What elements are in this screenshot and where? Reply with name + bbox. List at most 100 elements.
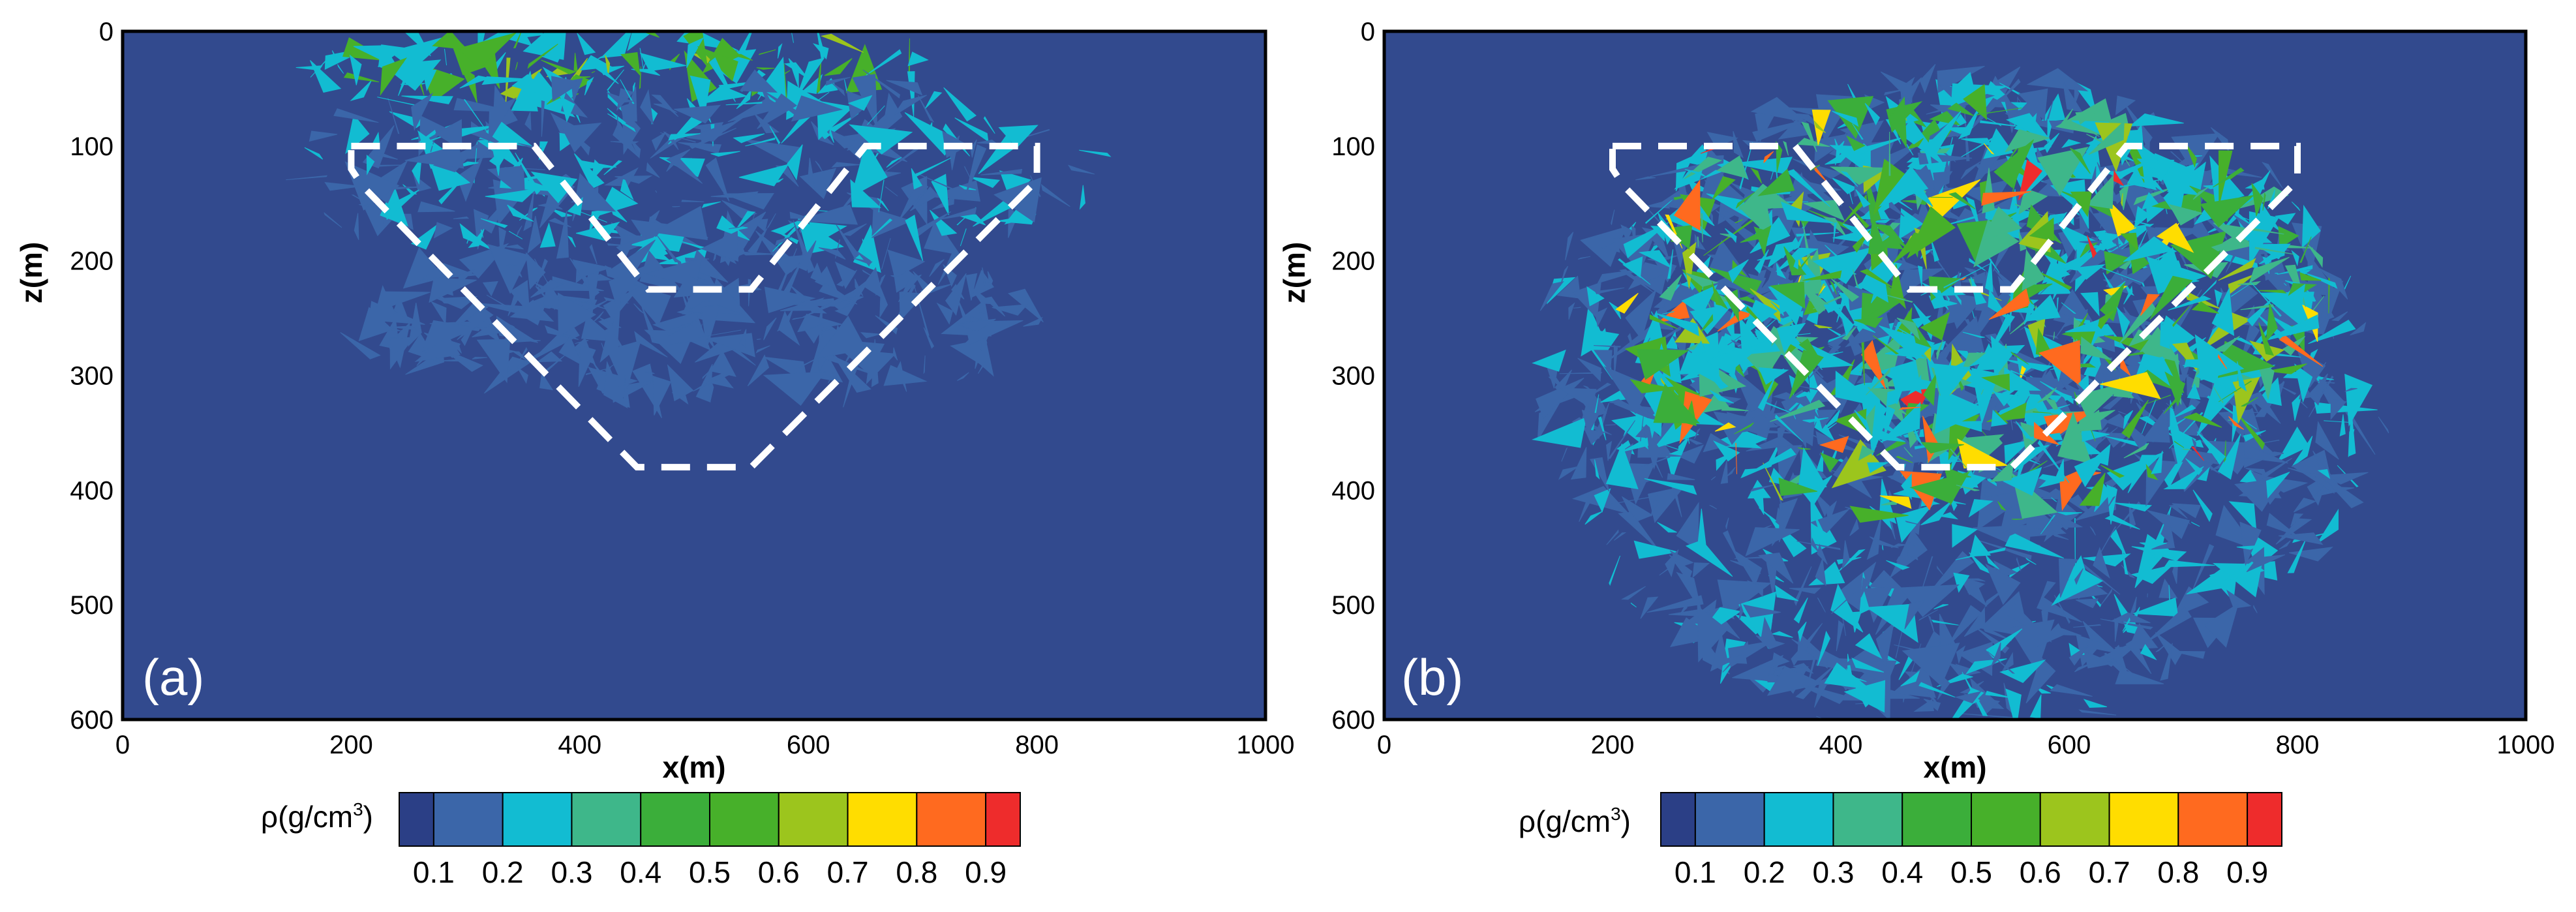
density-cell xyxy=(1561,447,1568,462)
true-model-outline xyxy=(348,142,1040,471)
density-cell xyxy=(1609,399,1631,406)
density-cell xyxy=(1532,349,1566,372)
colorbar-tick-label: 0.6 xyxy=(2020,855,2061,889)
colorbar-swatch xyxy=(1902,792,1972,847)
density-cell xyxy=(1725,228,1737,243)
density-cell xyxy=(655,190,658,193)
density-cell xyxy=(1980,721,2006,731)
panel-a: 0 200 400 600 800 1000 0 100 200 300 400 500 600 x(… xyxy=(14,18,1294,889)
density-cell xyxy=(2344,388,2357,392)
density-cell xyxy=(2290,513,2304,527)
density-cell xyxy=(2244,446,2288,464)
density-cell xyxy=(2053,459,2065,483)
density-cell xyxy=(337,64,344,74)
density-cell xyxy=(2155,643,2167,652)
density-cell xyxy=(1796,232,1839,237)
density-cell xyxy=(1692,562,1710,579)
density-cell xyxy=(1573,307,1581,309)
density-cell xyxy=(1710,476,1716,481)
density-cell xyxy=(1853,318,1876,333)
density-cell xyxy=(2100,372,2161,400)
colorbar-label-superscript: 3 xyxy=(1611,804,1621,824)
density-cell xyxy=(2141,192,2159,211)
density-cell xyxy=(1913,425,1923,446)
y-tick-label: 400 xyxy=(70,476,114,505)
density-cell xyxy=(2078,709,2117,716)
colorbar: ρ(g/cm3) 0.1 0.2 0.3 0.4 0.5 0.6 0.7 0.8 0.9 xyxy=(261,792,1021,889)
density-cell xyxy=(1801,121,1817,152)
density-cell xyxy=(1776,263,1787,279)
density-cell xyxy=(1847,188,1853,205)
density-cell xyxy=(1941,271,1966,326)
colorbar-swatch xyxy=(1694,792,1765,847)
density-cell xyxy=(2293,497,2317,513)
density-cell xyxy=(1956,485,1980,491)
density-cell xyxy=(372,152,398,160)
density-cell xyxy=(2155,632,2183,665)
density-cell xyxy=(1999,659,2046,683)
colorbar-label-close: ) xyxy=(363,800,373,834)
density-cell xyxy=(2107,199,2136,237)
density-cell xyxy=(2249,256,2290,284)
density-cell xyxy=(886,80,923,96)
density-cell xyxy=(2156,222,2194,253)
density-cell xyxy=(1841,194,1868,225)
density-cell xyxy=(1691,340,1706,358)
density-cell xyxy=(2292,436,2313,467)
density-cell xyxy=(862,269,875,279)
density-cell xyxy=(1952,524,1978,548)
density-cell xyxy=(1852,123,1864,140)
density-cell xyxy=(1835,371,1882,408)
density-cell xyxy=(2172,503,2202,519)
density-cell xyxy=(1650,311,1655,318)
density-cell xyxy=(2063,81,2083,113)
density-cell xyxy=(1871,219,1891,223)
density-cell xyxy=(881,237,891,270)
density-cell xyxy=(1920,500,1952,526)
density-cell xyxy=(1826,500,1838,524)
density-cell xyxy=(331,50,338,65)
density-cell xyxy=(2228,501,2257,532)
density-cell xyxy=(965,273,978,301)
density-cell xyxy=(1792,391,1813,399)
density-cell xyxy=(560,96,575,123)
density-cell xyxy=(1981,191,2031,206)
density-cell xyxy=(607,69,624,91)
density-cell xyxy=(1819,285,1826,294)
density-cell xyxy=(633,303,644,314)
density-cell xyxy=(366,155,375,175)
density-cell xyxy=(1725,517,1729,529)
density-cell xyxy=(1595,307,1608,327)
density-cell xyxy=(1594,459,1600,480)
density-cell xyxy=(607,113,636,132)
y-axis-label: z(m) xyxy=(14,242,48,304)
density-cell xyxy=(476,339,511,384)
density-cell xyxy=(783,254,808,273)
density-cell xyxy=(1832,110,1859,127)
density-cell xyxy=(663,131,679,150)
density-cell xyxy=(851,141,888,198)
density-cell xyxy=(2294,363,2313,403)
density-cell xyxy=(2068,645,2089,666)
density-cell xyxy=(2168,204,2203,226)
density-cell xyxy=(1793,598,1808,624)
density-cell xyxy=(980,342,982,351)
density-cell xyxy=(2172,404,2196,419)
density-cell xyxy=(2010,369,2026,377)
density-cell xyxy=(666,320,698,338)
density-cell xyxy=(1918,609,1938,621)
density-cell xyxy=(1821,410,1840,432)
density-cell xyxy=(600,31,632,59)
density-cell xyxy=(1769,281,1806,309)
density-cell xyxy=(745,137,776,147)
density-cell xyxy=(2164,560,2215,568)
density-cell xyxy=(1778,495,1783,511)
density-cell xyxy=(2168,504,2188,519)
density-cell xyxy=(605,55,611,76)
density-cell xyxy=(1866,404,1876,436)
density-cell xyxy=(1720,460,1728,484)
density-cell xyxy=(2307,244,2324,268)
density-cell xyxy=(690,249,729,283)
density-cell xyxy=(1770,301,1784,316)
density-cell xyxy=(796,57,825,98)
